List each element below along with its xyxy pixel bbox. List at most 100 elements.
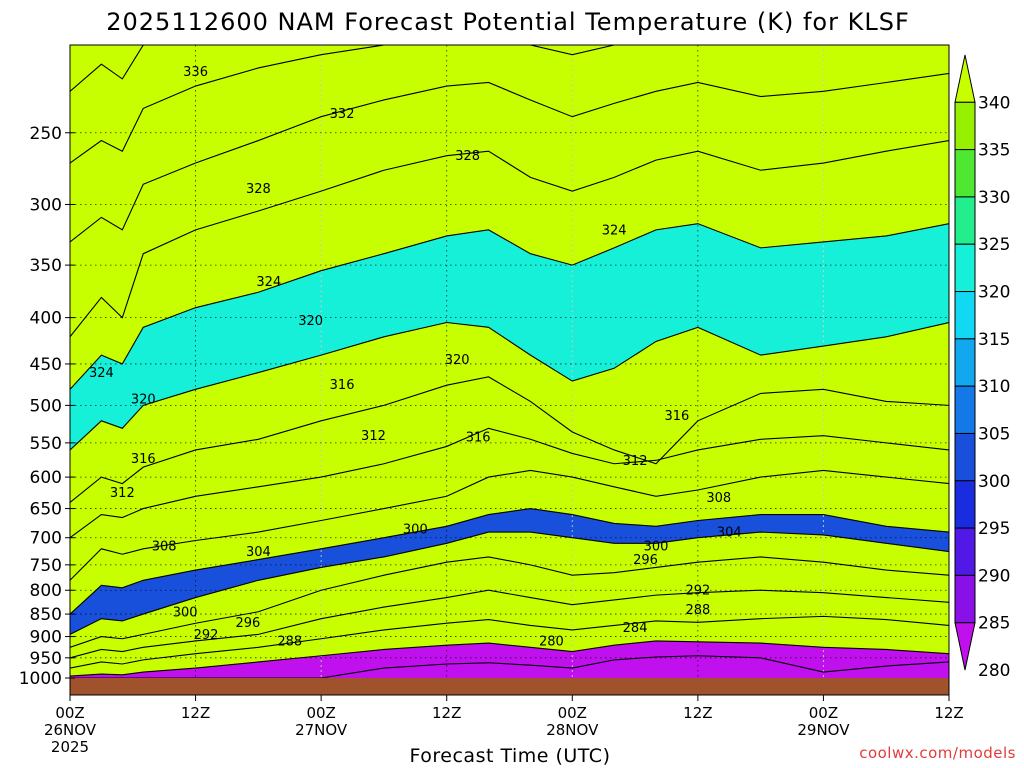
surface-ground-strip <box>70 678 949 695</box>
isentrope-296 <box>70 556 949 648</box>
theta-band-312 <box>70 376 949 538</box>
theta-band-300 <box>70 508 949 635</box>
colorbar-segment <box>954 243 976 293</box>
colorbar-segment <box>954 527 976 576</box>
theta-band-308 <box>70 428 949 581</box>
contour-label-308: 308 <box>706 491 731 506</box>
y-tick-label-650: 650 <box>30 500 62 520</box>
contour-label-332: 332 <box>330 107 355 122</box>
colorbar-label: 300 <box>978 472 1010 492</box>
colorbar: 340 335 330 325 320 315 310 305 300 295 290 285 280 <box>954 54 1010 681</box>
colorbar-top-triangle <box>954 54 976 103</box>
x-tick-label: 12Z <box>181 704 210 722</box>
isentrope-320 <box>70 321 949 451</box>
colorbar-label: 285 <box>978 614 1010 634</box>
contour-label-328: 328 <box>246 182 271 197</box>
theta-band-292 <box>70 556 949 658</box>
theta-band-288 <box>70 590 949 669</box>
colorbar-label: 310 <box>978 377 1010 397</box>
isentrope-304 <box>70 508 949 615</box>
colorbar-segment <box>954 291 976 340</box>
colorbar-segment <box>954 432 976 482</box>
colorbar-label: 325 <box>978 235 1010 255</box>
colorbar-segment <box>954 101 976 151</box>
y-axis: 250 300 350 400 450 500 550 600 650 700 750 800 850 9… <box>19 124 75 689</box>
contour-labels: 336 332 328 328 324 324 320 320 324 320 316 316 316 3… <box>89 65 742 649</box>
colorbar-label: 335 <box>978 141 1010 161</box>
x-tick-label: 00Z <box>306 704 335 722</box>
colorbar-label: 330 <box>978 188 1010 208</box>
colorbar-label: 315 <box>978 330 1010 350</box>
contour-label-288: 288 <box>277 634 302 649</box>
y-tick-label-700: 700 <box>30 529 62 549</box>
plot-frame <box>69 44 950 696</box>
contour-label-316: 316 <box>330 378 355 393</box>
y-tick-label-500: 500 <box>30 396 62 416</box>
isentrope-324 <box>70 223 949 390</box>
y-tick-label-850: 850 <box>30 605 62 625</box>
contour-label-320: 320 <box>131 393 156 408</box>
isentrope-332 <box>70 72 949 243</box>
contour-label-280: 280 <box>539 634 564 649</box>
theta-band-284 <box>70 616 949 677</box>
contour-label-328: 328 <box>455 149 480 164</box>
contour-label-292: 292 <box>194 628 219 643</box>
theta-band-304 <box>70 470 949 615</box>
theta-band-296 <box>70 532 949 648</box>
theta-band-280 <box>70 640 949 678</box>
colorbar-segment <box>954 338 976 387</box>
contour-label-320: 320 <box>298 314 323 329</box>
contour-label-300: 300 <box>403 523 428 538</box>
colorbar-label: 280 <box>978 661 1010 681</box>
y-tick-label-900: 900 <box>30 628 62 648</box>
x-tick-label: 12Z <box>432 704 461 722</box>
x-tick-date: 26NOV <box>44 721 97 739</box>
colorbar-segment <box>954 385 976 434</box>
chart-title: 2025112600 NAM Forecast Potential Temper… <box>106 8 910 36</box>
colorbar-label: 295 <box>978 519 1010 539</box>
contour-label-292: 292 <box>685 584 710 599</box>
x-axis-title: Forecast Time (UTC) <box>410 745 611 767</box>
contour-lines <box>70 45 949 678</box>
contour-label-312: 312 <box>623 454 648 469</box>
contour-label-304: 304 <box>717 526 742 541</box>
y-tick-label-300: 300 <box>30 195 62 215</box>
y-tick-label-1000: 1000 <box>19 669 62 689</box>
contour-label-288: 288 <box>685 603 710 618</box>
x-tick-label: 12Z <box>683 704 712 722</box>
source-credit: coolwx.com/models <box>859 744 1016 762</box>
contour-label-324: 324 <box>602 223 627 238</box>
contour-label-300: 300 <box>644 540 669 555</box>
x-tick-label: 00Z <box>558 704 587 722</box>
contour-label-312: 312 <box>361 429 386 444</box>
plot-area: 336 332 328 328 324 324 320 320 324 320 316 316 316 3… <box>70 45 949 678</box>
y-tick-label-750: 750 <box>30 556 62 576</box>
x-tick-label: 00Z <box>809 704 838 722</box>
isentrope-316 <box>70 376 949 503</box>
isentrope-328 <box>70 140 949 338</box>
color-fill-bands <box>70 45 949 678</box>
colorbar-segment <box>954 196 976 245</box>
colorbar-segment <box>954 149 976 198</box>
contour-label-296: 296 <box>633 553 658 568</box>
y-tick-label-350: 350 <box>30 256 62 276</box>
contour-label-316: 316 <box>466 431 491 446</box>
contour-label-336: 336 <box>183 65 208 80</box>
colorbar-label: 305 <box>978 424 1010 444</box>
isentrope-308 <box>70 469 949 581</box>
y-tick-label-250: 250 <box>30 124 62 144</box>
contour-label-316: 316 <box>665 409 690 424</box>
theta-band-324 <box>70 140 949 390</box>
colorbar-bottom-triangle <box>954 622 976 671</box>
contour-label-312: 312 <box>110 486 135 501</box>
contour-label-304: 304 <box>246 545 271 560</box>
y-tick-label-400: 400 <box>30 309 62 329</box>
x-tick-date: 27NOV <box>295 721 348 739</box>
theta-band-332 <box>70 45 949 242</box>
y-tick-label-600: 600 <box>30 468 62 488</box>
x-tick-date: 28NOV <box>546 721 599 739</box>
colorbar-label: 340 <box>978 93 1010 113</box>
isentrope-280 <box>70 655 949 678</box>
x-tick-label: 12Z <box>934 704 963 722</box>
